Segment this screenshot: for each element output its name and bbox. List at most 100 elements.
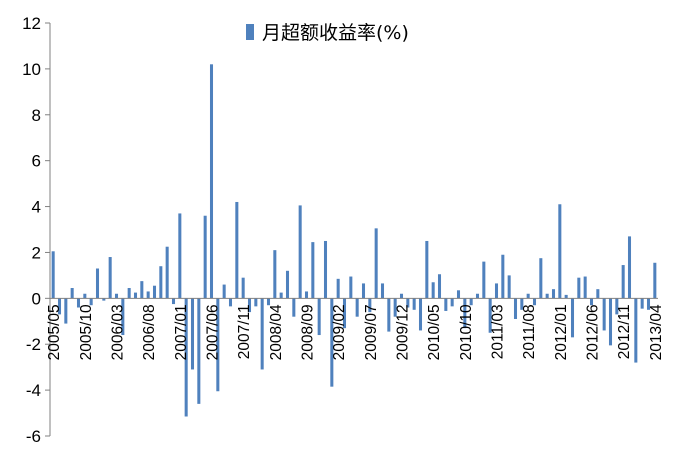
- bar-62: [444, 298, 448, 311]
- legend-swatch: [246, 24, 254, 40]
- bar-38: [292, 298, 296, 317]
- y-tick-label: -6: [26, 427, 41, 446]
- bar-0: [51, 251, 55, 299]
- bar-60: [431, 282, 435, 299]
- y-tick-label: 8: [32, 106, 41, 125]
- bar-1: [57, 298, 62, 315]
- bar-6: [89, 298, 93, 306]
- x-tick-label: 2009/07: [363, 304, 380, 360]
- bar-46: [342, 298, 347, 329]
- bar-19: [171, 298, 176, 305]
- bar-17: [159, 266, 163, 299]
- bar-55: [399, 293, 404, 299]
- bar-86: [596, 289, 600, 299]
- bar-77: [539, 258, 543, 299]
- bar-5: [83, 293, 87, 299]
- bar-25: [209, 64, 214, 299]
- bar-10: [114, 293, 119, 299]
- bar-7: [95, 268, 100, 299]
- bar-34: [266, 298, 271, 306]
- x-tick-label: 2012/06: [585, 304, 602, 360]
- x-tick-label: 2006/08: [141, 304, 158, 360]
- bar-79: [551, 289, 556, 299]
- bar-91: [627, 236, 632, 299]
- x-tick-label: 2013/04: [648, 304, 665, 360]
- x-tick-label: 2011/08: [521, 304, 538, 359]
- x-tick-label: 2007/06: [205, 304, 222, 360]
- y-tick-label: 6: [32, 152, 41, 171]
- bar-54: [393, 298, 397, 317]
- bar-41: [311, 242, 315, 299]
- bar-9: [108, 257, 112, 299]
- bar-93: [640, 298, 644, 309]
- bar-13: [133, 292, 138, 299]
- bar-81: [564, 294, 568, 299]
- bar-52: [380, 283, 385, 299]
- bar-89: [615, 298, 619, 315]
- bar-51: [374, 228, 378, 299]
- bar-68: [482, 261, 486, 299]
- x-tick-label: 2009/02: [331, 304, 348, 360]
- bar-35: [273, 250, 277, 299]
- bar-21: [184, 298, 188, 417]
- bar-3: [70, 288, 74, 299]
- y-tick-label: 2: [32, 243, 41, 262]
- y-axis-ticks: -6 -4 -2 0 2 4 6 8 10 12: [22, 14, 50, 446]
- bar-88: [608, 298, 613, 346]
- bar-85: [589, 298, 594, 306]
- bar-59: [425, 240, 429, 299]
- bar-57: [412, 298, 416, 310]
- bar-26: [216, 298, 220, 392]
- x-axis-ticks: 2005/05 2005/10 2006/03 2006/08 2007/01 2007/…: [46, 304, 665, 360]
- bar-74: [520, 298, 524, 310]
- x-tick-label: 2009/12: [395, 304, 412, 360]
- bar-8: [102, 298, 106, 301]
- y-tick-label: 4: [32, 198, 41, 217]
- bar-49: [361, 283, 366, 299]
- bar-66: [469, 298, 473, 306]
- bar-65: [463, 298, 467, 329]
- bar-94: [646, 298, 651, 310]
- bar-80: [558, 204, 562, 299]
- legend-label: 月超额收益率(%): [262, 22, 409, 44]
- bar-28: [228, 298, 233, 307]
- bar-63: [450, 298, 454, 307]
- bar-64: [456, 290, 461, 299]
- bar-15: [146, 291, 150, 299]
- x-tick-label: 2012/11: [616, 304, 633, 359]
- bar-27: [222, 284, 226, 299]
- bar-24: [203, 215, 207, 299]
- bar-20: [178, 213, 182, 299]
- y-tick-label: 0: [32, 289, 41, 308]
- y-tick-label: 10: [22, 60, 41, 79]
- bar-33: [260, 298, 264, 370]
- bar-58: [418, 298, 423, 331]
- bar-4: [76, 298, 81, 308]
- bar-78: [545, 293, 549, 299]
- bar-67: [475, 293, 480, 299]
- x-tick-label: 2005/05: [46, 304, 63, 360]
- y-tick-label: -2: [26, 335, 41, 354]
- x-tick-label: 2007/01: [173, 304, 190, 360]
- bar-73: [513, 298, 518, 319]
- x-tick-label: 2006/03: [110, 304, 127, 360]
- bar-71: [501, 254, 505, 299]
- bar-2: [64, 298, 68, 324]
- bar-16: [152, 285, 157, 299]
- y-tick-label: -4: [26, 381, 41, 400]
- bar-11: [121, 298, 125, 336]
- legend: 月超额收益率(%): [246, 22, 409, 44]
- bar-76: [532, 298, 537, 306]
- bar-95: [653, 262, 657, 299]
- bar-39: [298, 205, 302, 299]
- bar-82: [570, 298, 575, 338]
- bar-32: [254, 298, 258, 307]
- bar-45: [336, 278, 340, 299]
- bar-48: [355, 298, 359, 317]
- bar-83: [577, 277, 581, 299]
- bar-42: [317, 298, 321, 336]
- bar-43: [323, 240, 328, 299]
- bar-70: [494, 283, 499, 299]
- bar-87: [602, 298, 606, 331]
